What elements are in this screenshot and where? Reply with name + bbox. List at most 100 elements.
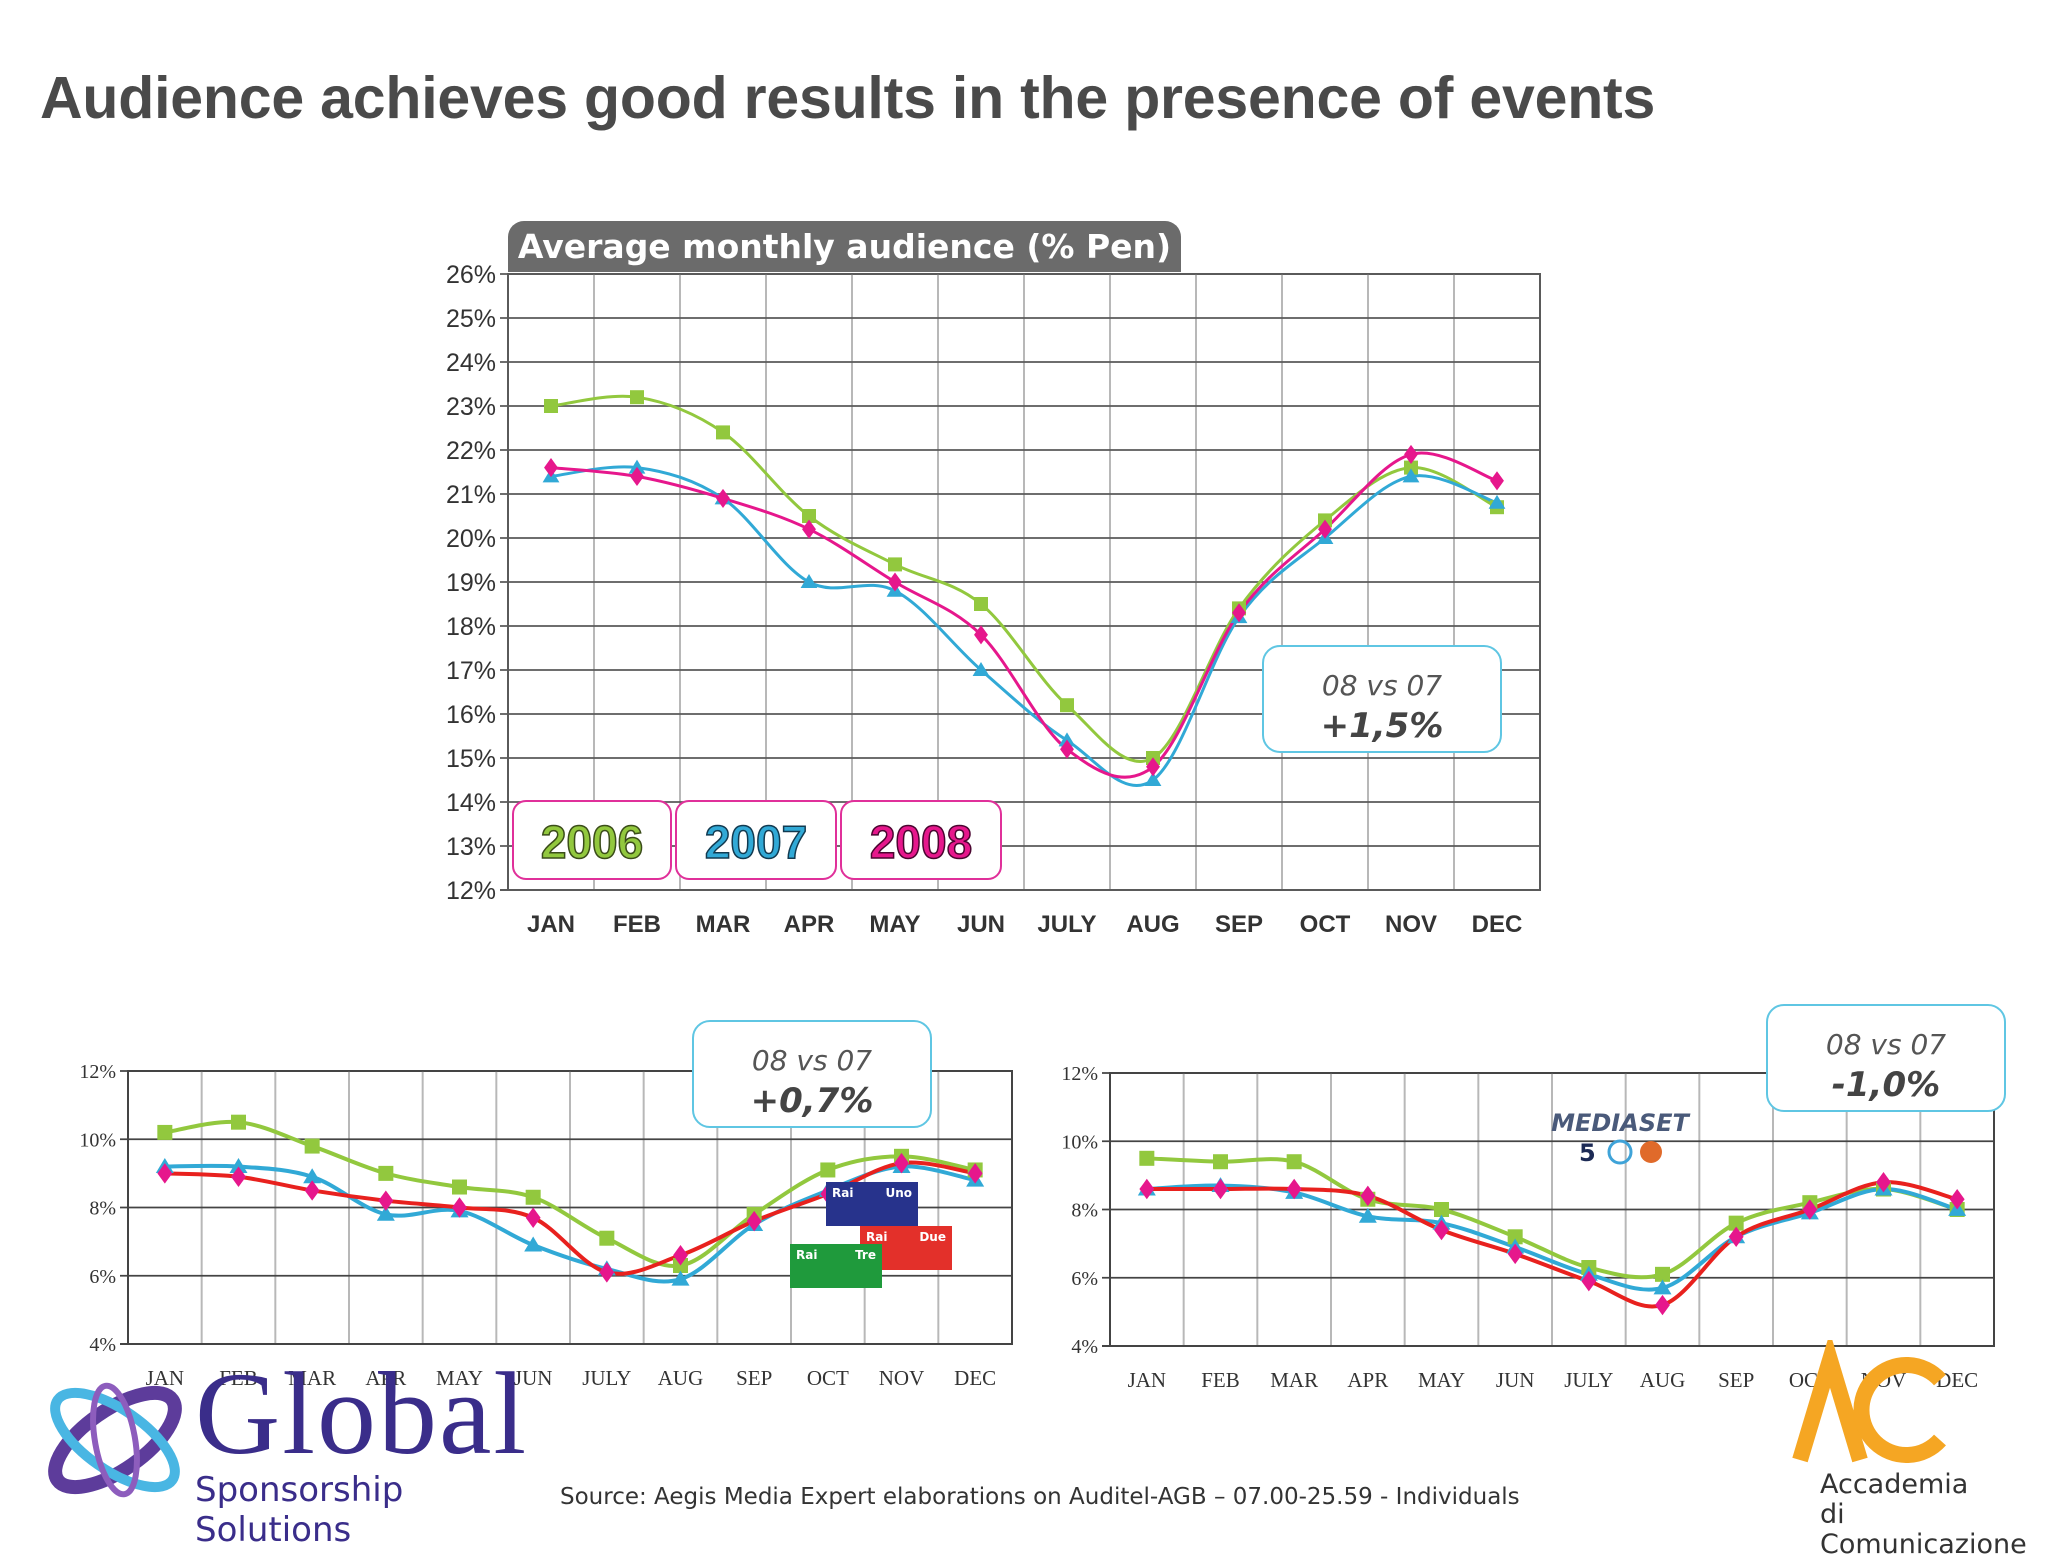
main-point-2006	[802, 509, 816, 523]
rai-point-2006	[304, 1138, 320, 1154]
rai-point-2008	[599, 1262, 615, 1283]
main-ytick-label: 25%	[446, 305, 496, 333]
mediaset-callout-value: -1,0%	[1831, 1065, 1941, 1105]
main-xtick-label: AUG	[1126, 911, 1179, 938]
rai-uno-logo: Rai Uno	[826, 1182, 918, 1226]
main-point-2007	[1402, 468, 1420, 483]
rai-chart-callout: 08 vs 07 +0,7%	[692, 1020, 932, 1128]
rai-point-2008	[452, 1197, 467, 1218]
main-chart-title: Average monthly audience (% Pen)	[508, 221, 1181, 272]
rai-xtick-label: AUG	[658, 1366, 704, 1390]
main-ytick-label: 12%	[446, 877, 496, 905]
main-xtick-label: JUN	[957, 911, 1005, 938]
main-point-2007	[1144, 772, 1162, 786]
mediaset-xtick-label: MAY	[1418, 1368, 1465, 1392]
global-subtitle: Sponsorship Solutions	[195, 1470, 404, 1550]
mediaset-point-2007	[1358, 1207, 1377, 1223]
main-xtick-label: MAY	[869, 911, 920, 938]
main-ytick-label: 19%	[446, 569, 496, 597]
accademia-ac-icon	[1792, 1340, 1946, 1463]
rai-point-2006	[157, 1124, 173, 1140]
main-point-2008	[544, 458, 558, 478]
rai-ytick-label: 12%	[79, 1061, 116, 1083]
mediaset-point-2008	[1581, 1270, 1597, 1292]
main-chart-callout: 08 vs 07 +1,5%	[1262, 645, 1502, 753]
rai-xtick-label: FEB	[219, 1366, 258, 1390]
rai-callout-label: 08 vs 07	[751, 1044, 873, 1077]
main-ytick-label: 23%	[446, 393, 496, 421]
rai-xtick-label: NOV	[879, 1366, 925, 1390]
rai-point-2008	[378, 1190, 394, 1211]
rai-xtick-label: MAY	[436, 1366, 483, 1390]
rai-point-2006	[378, 1165, 394, 1181]
global-swirl-icon	[48, 1382, 182, 1498]
main-xtick-label: DEC	[1472, 911, 1523, 938]
mediaset-xtick-label: APR	[1347, 1368, 1388, 1392]
source-note: Source: Aegis Media Expert elaborations …	[560, 1484, 1520, 1510]
main-point-2008	[1060, 739, 1074, 759]
mediaset-point-2006	[1213, 1154, 1228, 1170]
mediaset-point-2006	[1507, 1229, 1523, 1245]
main-point-2008	[1490, 471, 1504, 491]
rai-ytick-label: 8%	[89, 1198, 116, 1220]
legend-2008: 2008	[840, 800, 1002, 880]
mediaset-point-2008	[1655, 1294, 1670, 1316]
mediaset-ytick-label: 8%	[1071, 1200, 1098, 1222]
main-xtick-label: MAR	[696, 911, 751, 938]
main-point-2007	[972, 662, 990, 676]
rai-point-2006	[525, 1189, 541, 1205]
mediaset-point-2008	[1728, 1226, 1744, 1248]
main-point-2006	[1404, 460, 1418, 475]
rai-xtick-label: APR	[365, 1366, 406, 1390]
main-point-2008	[716, 488, 730, 508]
main-ytick-label: 26%	[446, 261, 496, 289]
mediaset-logo: MEDIASET 5	[1545, 1095, 1695, 1175]
mediaset-point-2006	[1655, 1266, 1670, 1282]
mediaset-chart: 4% 6% 8% 10% 12% JAN FEB MAR APR MAY JUN JULY AUG SEP…	[1061, 1063, 1995, 1392]
mediaset-channels-icon: 5	[1579, 1139, 1662, 1167]
mediaset-point-2008	[1213, 1178, 1228, 1200]
mediaset-xtick-label: MAR	[1270, 1368, 1318, 1392]
accademia-text: Accademia di Comunicazione	[1820, 1469, 2027, 1560]
main-xtick-label: OCT	[1300, 911, 1351, 938]
main-xtick-label: JULY	[1037, 911, 1096, 938]
main-point-2006	[1060, 698, 1074, 713]
main-point-2006	[544, 399, 558, 413]
mediaset-callout-label: 08 vs 07	[1825, 1028, 1947, 1061]
rai-xtick-label: MAR	[288, 1366, 336, 1390]
rai-callout-value: +0,7%	[750, 1081, 874, 1121]
rai-point-2006	[673, 1258, 688, 1274]
rai-xtick-label: JUN	[514, 1366, 553, 1390]
main-callout-label: 08 vs 07	[1321, 669, 1443, 702]
mediaset-ytick-label: 4%	[1071, 1336, 1098, 1358]
rai-point-2008	[525, 1207, 541, 1228]
main-point-2008	[802, 519, 816, 539]
main-point-2007	[1488, 494, 1506, 509]
rai-point-2007	[376, 1205, 395, 1221]
main-xtick-label: JAN	[527, 911, 575, 938]
mediaset-ytick-label: 6%	[1071, 1268, 1098, 1290]
main-ytick-label: 13%	[446, 833, 496, 861]
mediaset-point-2008	[1286, 1178, 1302, 1200]
rai-xtick-label: SEP	[736, 1366, 772, 1390]
mediaset-xtick-label: JUN	[1496, 1368, 1535, 1392]
accademia-logo: Accademia di Comunicazione	[1760, 1340, 2027, 1560]
mediaset-xtick-label: FEB	[1201, 1368, 1240, 1392]
main-point-2007	[628, 459, 646, 474]
mediaset-point-2007	[1653, 1279, 1672, 1295]
main-point-2006	[888, 557, 902, 572]
mediaset-ytick-label: 12%	[1061, 1063, 1098, 1085]
rai-point-2008	[967, 1163, 983, 1184]
main-point-2007	[1058, 732, 1076, 747]
rai-point-2008	[746, 1210, 762, 1232]
rai-ytick-label: 6%	[89, 1266, 116, 1288]
main-point-2008	[974, 625, 988, 645]
main-point-2008	[888, 572, 902, 592]
mediaset-ytick-label: 10%	[1061, 1131, 1098, 1153]
main-point-2008	[630, 466, 644, 486]
rai-point-2006	[452, 1179, 467, 1195]
main-ytick-label: 14%	[446, 789, 496, 817]
rai-point-2008	[304, 1180, 320, 1201]
rai-point-2008	[894, 1152, 909, 1174]
mediaset-point-2008	[1360, 1185, 1376, 1207]
